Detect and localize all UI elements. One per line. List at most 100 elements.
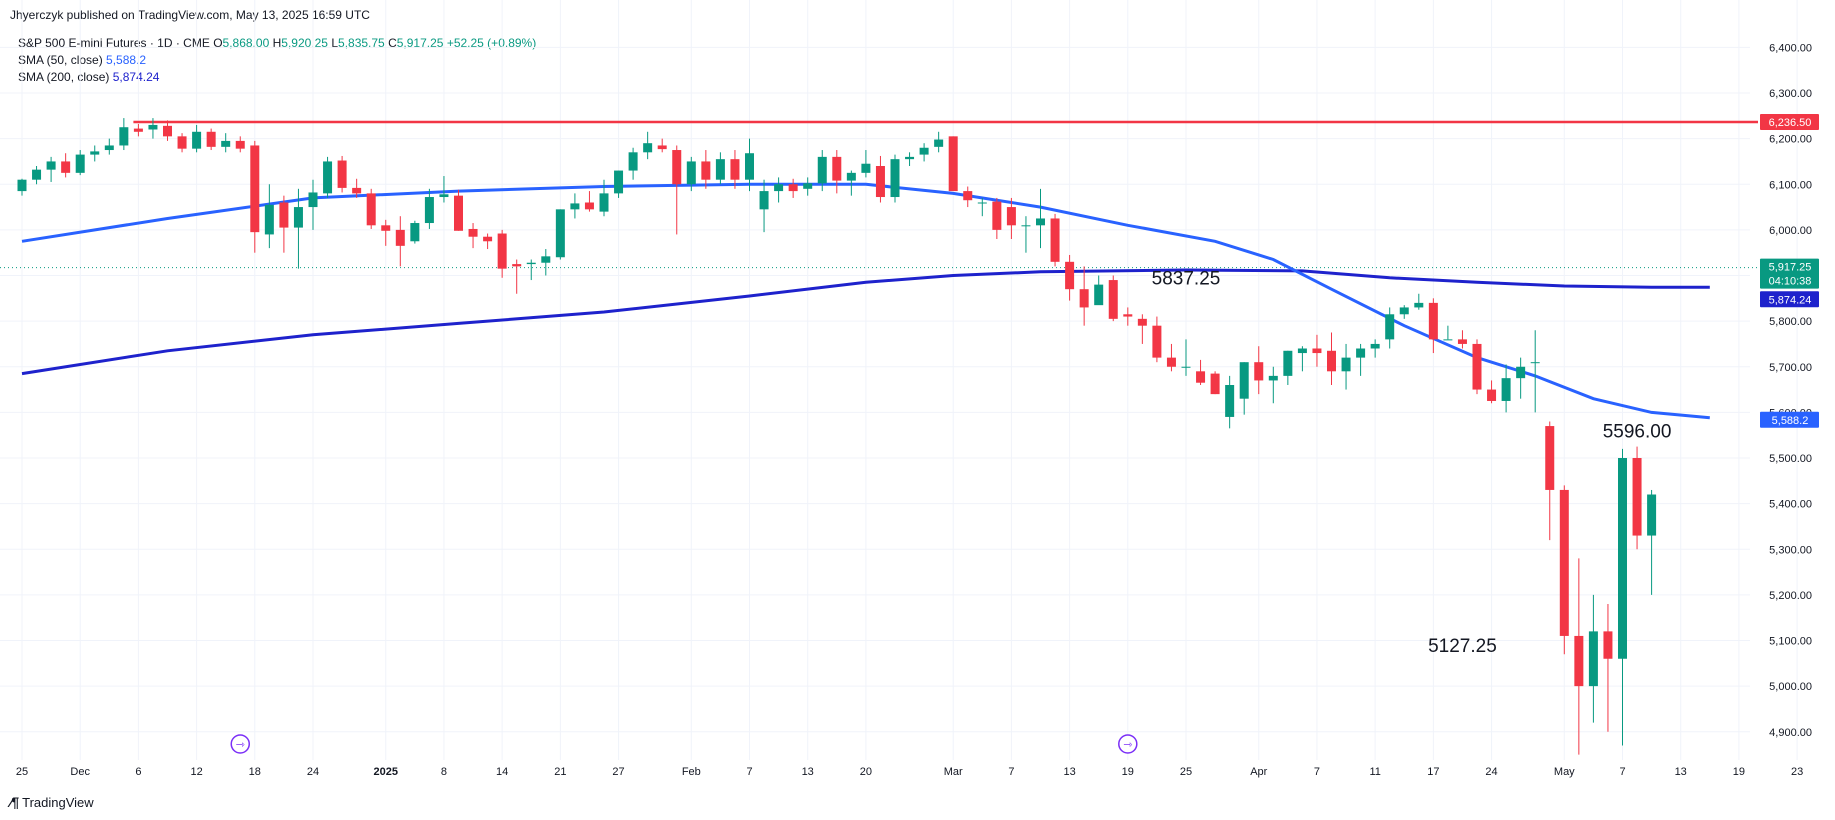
candle-body[interactable] [1079,289,1089,308]
candle-body[interactable] [1457,339,1467,344]
candle-body[interactable] [439,194,449,198]
candle-body[interactable] [672,150,682,185]
candle-body[interactable] [977,202,987,204]
candle-body[interactable] [1283,350,1293,376]
candle-body[interactable] [730,159,740,180]
candle-body[interactable] [366,193,376,226]
candle-body[interactable] [1312,348,1322,354]
candle-body[interactable] [32,169,42,180]
candle-body[interactable] [1414,302,1424,308]
candle-body[interactable] [774,184,784,192]
candle-body[interactable] [46,161,56,170]
candle-body[interactable] [584,202,594,210]
candle-body[interactable] [17,179,27,192]
candle-body[interactable] [934,139,944,147]
candle-body[interactable] [1268,375,1278,381]
candle-body[interactable] [133,128,143,132]
candle-body[interactable] [1341,357,1351,372]
candle-body[interactable] [395,229,405,246]
candle-body[interactable] [570,203,580,210]
candle-body[interactable] [1443,339,1453,341]
candle-body[interactable] [1152,325,1162,358]
candle-body[interactable] [177,136,187,149]
candle-body[interactable] [250,145,260,233]
candle-body[interactable] [1530,362,1540,364]
candle-body[interactable] [905,156,915,160]
candle-body[interactable] [1545,426,1555,490]
candle-body[interactable] [1356,348,1366,358]
candle-body[interactable] [1166,357,1176,367]
price-chart[interactable]: 4,900.00 5,000.00 5,100.00 5,200.00 5,300.00… [0,0,1835,790]
candle-body[interactable] [468,228,478,237]
sma200-line[interactable] [21,268,1710,376]
candle-body[interactable] [526,262,536,265]
candle-body[interactable] [75,154,85,173]
candle-body[interactable] [919,147,929,155]
event-marker-icon[interactable] [1118,734,1138,754]
candle-body[interactable] [875,166,885,198]
candle-body[interactable] [497,233,507,269]
candle-body[interactable] [264,204,274,235]
candle-body[interactable] [1327,350,1336,372]
candle-body[interactable] [483,236,493,242]
candle-body[interactable] [323,161,333,194]
candle-body[interactable] [1050,218,1060,262]
candle-body[interactable] [1588,631,1598,687]
candle-body[interactable] [861,163,871,173]
candle-body[interactable] [846,172,856,181]
candle-body[interactable] [643,143,653,153]
candle-body[interactable] [541,256,551,263]
candle-body[interactable] [1225,385,1235,417]
candle-body[interactable] [293,207,303,228]
candle-body[interactable] [1516,366,1526,379]
candle-body[interactable] [992,201,1002,230]
candle-body[interactable] [1065,261,1075,290]
candle-body[interactable] [817,156,827,184]
candle-body[interactable] [1399,307,1409,315]
candle-body[interactable] [119,127,129,146]
candle-body[interactable] [148,124,158,130]
candle-body[interactable] [1006,207,1016,226]
candle-body[interactable] [963,191,973,201]
candle-body[interactable] [803,183,813,189]
candle-body[interactable] [701,161,711,180]
candle-body[interactable] [599,193,609,212]
candle-body[interactable] [1574,635,1584,687]
candle-body[interactable] [1472,343,1482,390]
candle-body[interactable] [715,159,725,180]
candle-body[interactable] [61,161,71,173]
candle-body[interactable] [1632,458,1642,536]
candle-body[interactable] [308,192,318,208]
candle-body[interactable] [657,145,667,150]
candle-body[interactable] [1297,348,1307,354]
candle-body[interactable] [948,136,958,192]
candle-body[interactable] [192,131,202,149]
candle-body[interactable] [788,184,798,192]
candle-body[interactable] [1239,362,1249,399]
candle-body[interactable] [1021,225,1031,227]
candle-body[interactable] [235,140,245,149]
candle-body[interactable] [163,125,172,137]
candle-body[interactable] [832,156,842,181]
legend-sma50-row[interactable]: SMA (50, close) 5,588.2 [18,52,536,69]
candle-body[interactable] [104,145,114,151]
candle-body[interactable] [555,209,565,258]
candle-body[interactable] [614,170,624,194]
candle-body[interactable] [279,202,289,228]
candle-body[interactable] [1196,371,1206,383]
candle-body[interactable] [759,191,769,210]
candle-body[interactable] [410,223,420,242]
candle-body[interactable] [1254,362,1264,381]
candle-body[interactable] [90,151,100,155]
candle-body[interactable] [686,161,696,185]
candle-body[interactable] [1137,318,1147,326]
candle-body[interactable] [1603,631,1613,659]
candle-body[interactable] [1094,284,1104,306]
candle-body[interactable] [628,152,638,171]
candle-body[interactable] [1487,389,1497,401]
candle-body[interactable] [424,197,434,224]
candle-body[interactable] [1501,378,1511,401]
candle-body[interactable] [1385,314,1395,340]
candle-body[interactable] [206,131,216,147]
candle-body[interactable] [1370,343,1380,349]
